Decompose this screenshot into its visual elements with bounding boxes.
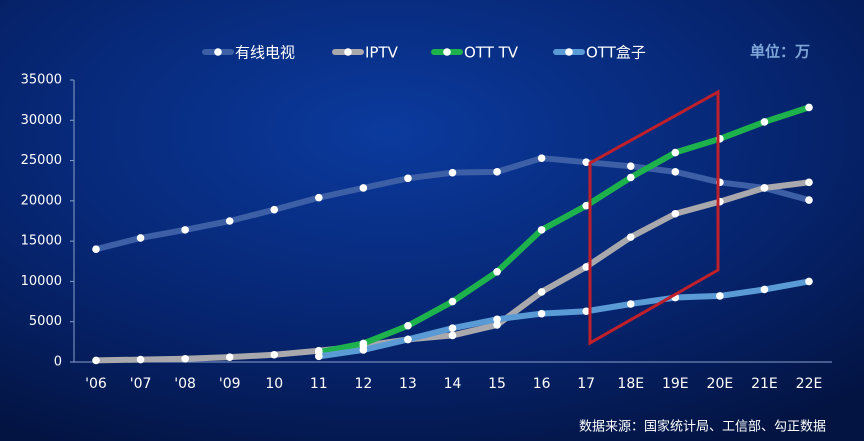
x-tick-label: 19E <box>662 376 689 392</box>
data-point <box>760 285 769 294</box>
data-point <box>448 168 457 177</box>
data-point <box>225 353 234 361</box>
x-tick-label: 10 <box>265 376 283 392</box>
x-tick-label: 11 <box>310 376 328 392</box>
legend-item: OTT盒子 <box>553 44 646 62</box>
data-point <box>493 321 501 329</box>
highlight-box <box>588 89 720 346</box>
data-point <box>181 226 189 234</box>
data-point <box>493 168 501 176</box>
x-tick-label: '07 <box>130 376 152 392</box>
data-point <box>92 245 100 253</box>
x-tick-label: 18E <box>617 376 644 392</box>
data-point <box>404 335 412 344</box>
data-point <box>582 263 590 271</box>
data-point <box>805 103 813 112</box>
legend-dot <box>565 48 573 56</box>
data-point <box>136 355 145 364</box>
legend-dot <box>214 48 222 56</box>
data-point <box>537 226 546 234</box>
data-point <box>671 209 680 218</box>
data-point <box>404 321 412 330</box>
data-point <box>448 297 457 306</box>
x-tick-label: 16 <box>533 376 551 392</box>
x-tick-label: 22E <box>796 376 823 392</box>
data-point <box>805 196 813 204</box>
data-point <box>760 184 769 192</box>
x-tick-label: '09 <box>219 376 241 392</box>
data-point <box>582 158 590 166</box>
x-tick-label: 20E <box>707 376 734 392</box>
data-point <box>225 217 234 225</box>
legend-item: OTT TV <box>431 44 519 62</box>
data-point <box>270 205 279 214</box>
legend-label: OTT盒子 <box>586 44 646 62</box>
y-tick-label: 20000 <box>21 193 62 208</box>
data-point <box>626 162 635 171</box>
data-point <box>315 193 323 202</box>
data-point <box>359 346 368 354</box>
x-tick-label: 17 <box>577 376 595 392</box>
data-point <box>537 154 546 162</box>
x-tick-label: 14 <box>444 376 462 392</box>
data-point <box>359 184 368 192</box>
data-point <box>448 324 457 332</box>
y-tick-label: 5000 <box>29 314 62 329</box>
data-point <box>493 315 501 324</box>
x-tick-label: 15 <box>488 376 506 392</box>
y-tick-label: 0 <box>54 355 62 370</box>
x-tick-label: '08 <box>174 376 196 392</box>
data-point <box>404 174 412 183</box>
x-tick-label: 12 <box>354 376 372 392</box>
legend-dot <box>443 48 451 56</box>
x-tick-label: 21E <box>751 376 778 392</box>
data-point <box>626 173 635 182</box>
data-point <box>315 352 323 361</box>
x-tick-label: '06 <box>85 376 107 392</box>
data-point <box>537 309 546 318</box>
y-tick-label: 15000 <box>21 234 62 249</box>
data-point <box>493 267 501 276</box>
legend-label: 有线电视 <box>235 44 295 62</box>
data-point <box>671 148 680 157</box>
data-point <box>626 300 635 308</box>
unit-label: 单位：万 <box>750 43 810 61</box>
data-point <box>270 350 279 359</box>
data-point <box>359 339 368 348</box>
y-tick-label: 10000 <box>21 274 62 289</box>
y-tick-label: 25000 <box>21 153 62 168</box>
data-point <box>805 277 813 286</box>
source-note: 数据来源：国家统计局、工信部、勾正数据 <box>579 419 826 435</box>
data-point <box>92 356 100 365</box>
x-tick-label: 13 <box>399 376 417 392</box>
data-point <box>626 233 635 241</box>
legend-label: IPTV <box>365 44 399 62</box>
legend-item: 有线电视 <box>202 44 295 62</box>
legend-label: OTT TV <box>464 44 519 62</box>
data-point <box>582 201 590 210</box>
y-tick-label: 30000 <box>21 113 62 128</box>
data-point <box>537 288 546 296</box>
data-point <box>181 354 189 363</box>
y-tick-label: 35000 <box>21 73 62 88</box>
data-point <box>582 307 590 316</box>
legend-dot <box>344 48 352 56</box>
data-point <box>136 234 145 242</box>
data-point <box>805 178 813 187</box>
legend-item: IPTV <box>332 44 399 62</box>
series-line <box>315 278 812 360</box>
series-line <box>315 104 812 356</box>
data-point <box>760 118 769 126</box>
data-point <box>716 292 724 300</box>
data-point <box>448 331 457 340</box>
data-point <box>671 168 680 176</box>
